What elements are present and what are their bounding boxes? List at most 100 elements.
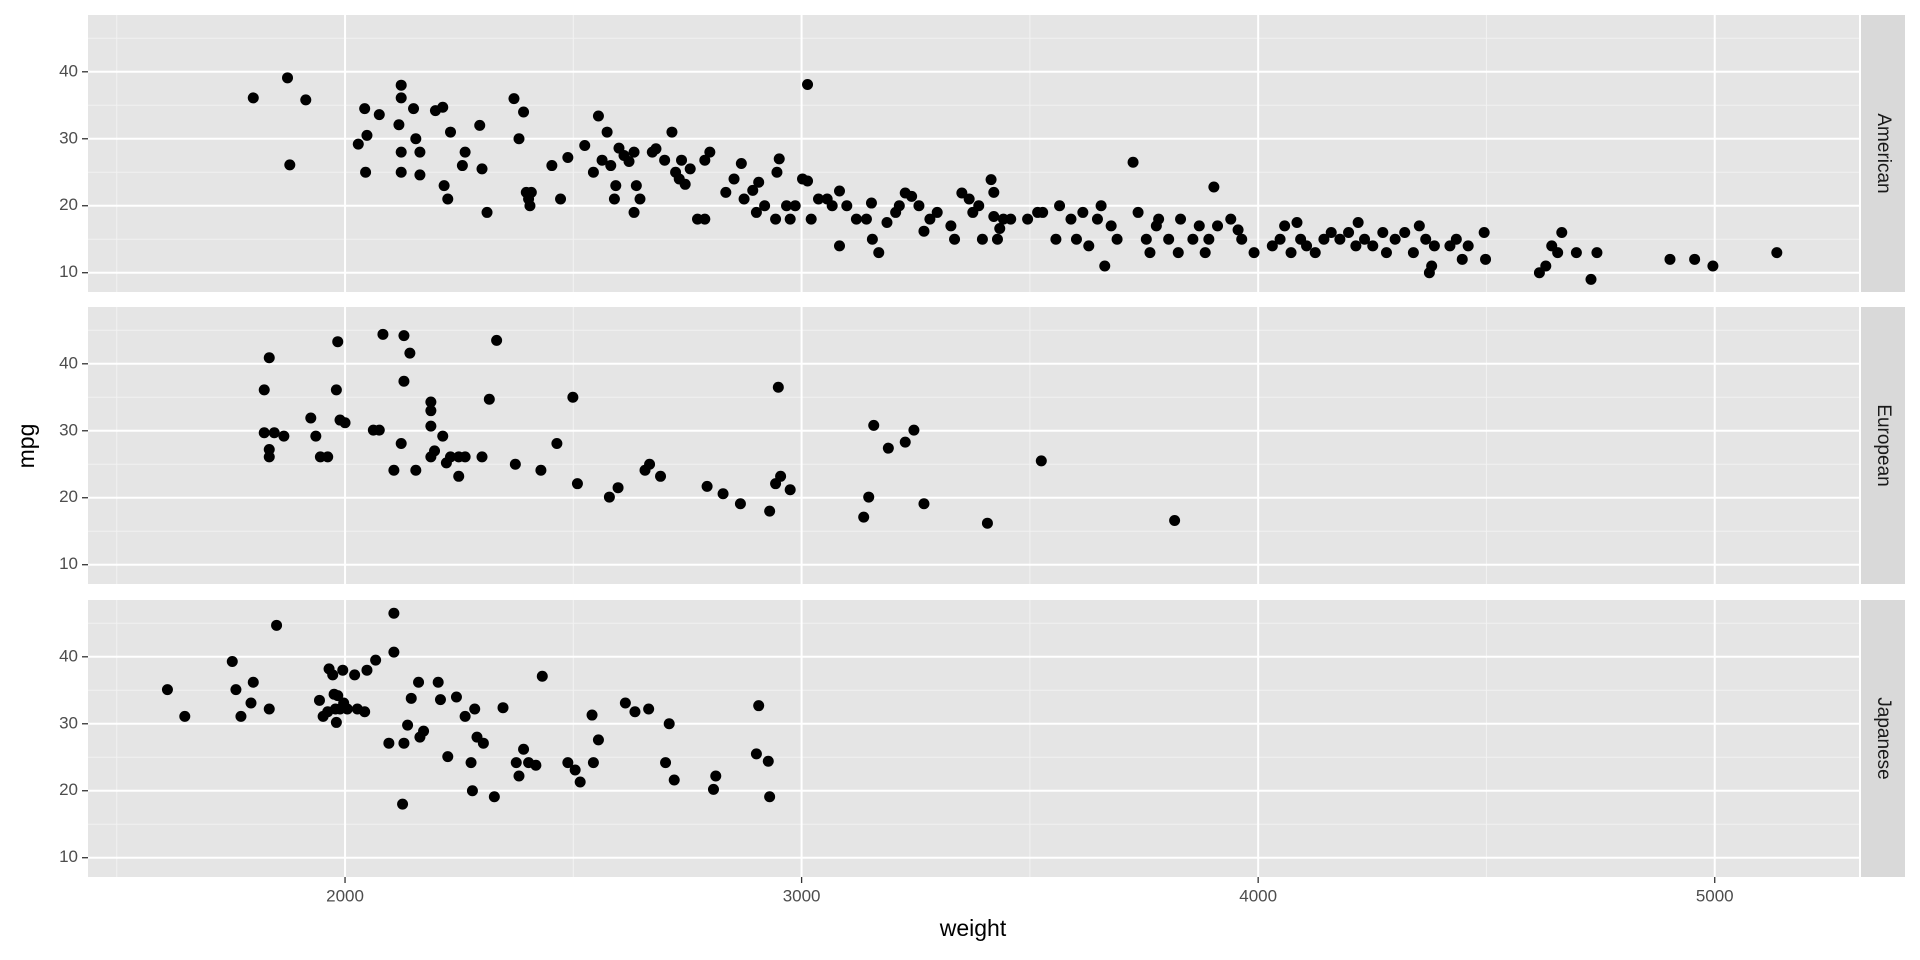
point: [630, 180, 642, 192]
point: [465, 757, 477, 769]
point: [1426, 260, 1438, 272]
point: [1585, 273, 1597, 285]
point: [245, 697, 257, 709]
point: [1236, 233, 1248, 245]
point: [608, 193, 620, 205]
point: [361, 129, 373, 141]
point: [1212, 220, 1224, 232]
point: [414, 169, 426, 181]
point: [789, 200, 801, 212]
point: [666, 126, 678, 138]
point: [405, 692, 417, 704]
point: [332, 336, 344, 348]
x-tick-label: 4000: [1239, 886, 1277, 905]
point: [1456, 253, 1468, 265]
point: [230, 684, 242, 696]
point: [179, 710, 191, 722]
point: [459, 710, 471, 722]
point: [437, 430, 449, 442]
point: [518, 743, 530, 755]
y-axis-title: mpg: [13, 424, 39, 469]
point: [668, 774, 680, 786]
point: [734, 498, 746, 510]
point: [1309, 247, 1321, 259]
point: [750, 748, 762, 760]
point: [1407, 247, 1419, 259]
point: [1352, 216, 1364, 228]
point: [918, 498, 930, 510]
point: [1083, 240, 1095, 252]
point: [373, 424, 385, 436]
point: [258, 427, 270, 439]
point: [442, 751, 454, 763]
point: [659, 154, 671, 166]
point: [271, 619, 283, 631]
point: [1232, 224, 1244, 236]
point: [985, 174, 997, 186]
y-tick-label: 10: [59, 847, 78, 866]
point: [339, 417, 351, 429]
point: [263, 352, 275, 364]
point: [513, 770, 525, 782]
point: [1318, 233, 1330, 245]
point: [466, 785, 478, 797]
point: [1480, 253, 1492, 265]
point: [650, 143, 662, 155]
point: [332, 690, 344, 702]
point: [1556, 227, 1568, 239]
point: [571, 478, 583, 490]
point: [913, 200, 925, 212]
point: [812, 193, 824, 205]
point: [1225, 213, 1237, 225]
point: [1203, 233, 1215, 245]
point: [1111, 233, 1123, 245]
point: [587, 757, 599, 769]
point: [425, 420, 437, 432]
point: [349, 669, 361, 681]
point: [1285, 247, 1297, 259]
point: [784, 484, 796, 496]
point: [1367, 240, 1379, 252]
y-tick-label: 10: [59, 262, 78, 281]
point: [720, 186, 732, 198]
point: [509, 458, 521, 470]
point: [1193, 220, 1205, 232]
point: [456, 160, 468, 172]
facet-label: American: [1873, 113, 1894, 193]
point: [704, 146, 716, 158]
x-axis-title: weight: [939, 915, 1007, 941]
point: [361, 664, 373, 676]
point: [1377, 227, 1389, 239]
point: [562, 152, 574, 164]
y-tick-label: 10: [59, 554, 78, 573]
point: [592, 734, 604, 746]
point: [1689, 253, 1701, 265]
point: [587, 166, 599, 178]
point: [655, 470, 667, 482]
point: [476, 451, 488, 463]
point: [781, 200, 793, 212]
point: [764, 791, 776, 803]
point: [313, 694, 325, 706]
point: [1291, 216, 1303, 228]
point: [305, 412, 317, 424]
point: [699, 154, 711, 166]
point: [510, 757, 522, 769]
point: [397, 798, 409, 810]
point: [442, 193, 454, 205]
point: [226, 655, 238, 667]
point: [1274, 233, 1286, 245]
point: [352, 138, 364, 150]
point: [1343, 227, 1355, 239]
point: [1248, 247, 1260, 259]
point: [949, 233, 961, 245]
facet-strip: [1861, 15, 1905, 292]
point: [601, 126, 613, 138]
point: [1208, 181, 1220, 193]
x-tick-label: 5000: [1696, 886, 1734, 905]
point: [1266, 240, 1278, 252]
point: [770, 213, 782, 225]
y-tick-label: 30: [59, 128, 78, 147]
point: [881, 216, 893, 228]
